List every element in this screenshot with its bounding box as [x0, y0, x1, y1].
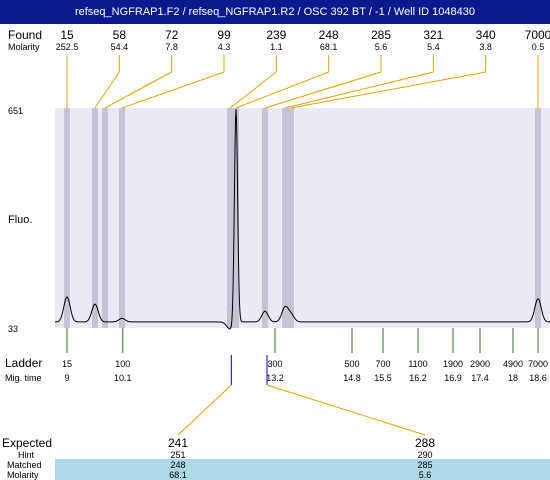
ladder-mig-time: 14.8 [343, 373, 361, 383]
found-size: 72 [165, 28, 179, 42]
ladder-size: 15 [62, 359, 72, 369]
found-molarity: 5.4 [427, 42, 440, 52]
found-molarity: 5.6 [375, 42, 388, 52]
found-size: 285 [371, 28, 391, 42]
ladder-mig-time: 15.5 [374, 373, 392, 383]
ladder-ticks: 15 9 100 10.1 300 13.2 500 14.8 700 15.5 1100 16.2 1… [62, 328, 548, 383]
found-molarity: 68.1 [320, 42, 338, 52]
found-connector [104, 71, 172, 109]
peak-band [282, 108, 288, 328]
ladder-label: Ladder [5, 356, 42, 370]
found-size: 99 [217, 28, 231, 42]
expected-connector [177, 384, 232, 436]
found-connector [121, 71, 225, 109]
found-peak-labels: 15252.55854.4727.8994.32391.124868.12855… [56, 28, 550, 52]
found-connector [229, 71, 277, 109]
expected-hint: 290 [417, 450, 432, 460]
found-molarity: 252.5 [56, 42, 79, 52]
peak-band [119, 108, 125, 328]
peak-bands [64, 108, 541, 328]
found-label: Found [8, 28, 42, 42]
ladder-size: 1100 [408, 359, 427, 369]
found-size: 58 [113, 28, 127, 42]
found-connector [284, 71, 434, 109]
window-title: refseq_NGFRAP1.F2 / refseq_NGFRAP1.R2 / … [74, 6, 476, 18]
found-size: 15 [60, 28, 74, 42]
peak-band [262, 108, 268, 328]
ladder-mig-time: 18.6 [529, 373, 547, 383]
ladder-size: 100 [115, 359, 130, 369]
ladder-mig-time: 17.4 [471, 373, 489, 383]
found-molarity: 3.8 [479, 42, 492, 52]
found-size: 239 [266, 28, 286, 42]
ladder-mig-time: 9 [64, 373, 69, 383]
fluorescence-trace [55, 109, 550, 330]
found-size: 248 [319, 28, 339, 42]
ladder-mig-time: 10.1 [114, 373, 132, 383]
found-size: 340 [476, 28, 496, 42]
ladder-mig-time: 16.9 [444, 373, 462, 383]
expected-connectors [177, 355, 426, 436]
ladder-size: 500 [344, 359, 359, 369]
ladder-size: 4900 [503, 359, 523, 369]
ladder-size: 7000 [528, 359, 548, 369]
molarity-row-bg [55, 469, 550, 480]
window-title-bar: refseq_NGFRAP1.F2 / refseq_NGFRAP1.R2 / … [0, 0, 550, 24]
matched-row-bg [55, 459, 550, 469]
hint-label: Hint [18, 450, 35, 460]
ladder-size: 1900 [443, 359, 463, 369]
expected-hint: 251 [170, 450, 185, 460]
found-connector [290, 71, 486, 109]
found-size: 7000 [525, 28, 550, 42]
expected-molarity: 68.1 [169, 470, 187, 480]
found-connector [94, 71, 120, 109]
fluo-label: Fluo. [8, 214, 32, 226]
peak-band [102, 108, 108, 328]
found-molarity: 0.5 [532, 42, 545, 52]
molarity-bottom-label: Molarity [7, 470, 39, 480]
y-axis-min-label: 33 [8, 324, 18, 334]
y-axis-max-label: 651 [8, 106, 23, 116]
expected-size: 288 [415, 436, 435, 450]
found-molarity: 1.1 [270, 42, 283, 52]
found-molarity: 4.3 [218, 42, 231, 52]
found-connector [264, 71, 382, 109]
molarity-label: Molarity [8, 42, 40, 52]
expected-matched: 248 [170, 460, 185, 470]
ladder-mig-time: 16.2 [409, 373, 427, 383]
matched-label: Matched [7, 460, 42, 470]
plot-area [55, 108, 550, 328]
found-molarity: 54.4 [111, 42, 129, 52]
ladder-mig-time: 18 [508, 373, 518, 383]
ladder-size: 700 [375, 359, 390, 369]
ladder-size: 2900 [470, 359, 490, 369]
mig-time-label: Mig. time [5, 373, 42, 383]
expected-label: Expected [2, 436, 52, 450]
expected-size: 241 [168, 436, 188, 450]
peak-band [227, 108, 233, 328]
expected-molarity: 5.6 [419, 470, 432, 480]
peak-band [535, 108, 541, 328]
expected-matched: 285 [417, 460, 432, 470]
found-size: 321 [423, 28, 443, 42]
ladder-mig-time: 13.2 [266, 373, 284, 383]
peak-band [288, 108, 294, 328]
peak-band [92, 108, 98, 328]
ladder-size: 300 [267, 359, 282, 369]
peak-band [233, 108, 239, 328]
peak-band [64, 108, 70, 328]
expected-connector [266, 384, 426, 436]
found-connector [235, 71, 329, 109]
found-molarity: 7.8 [165, 42, 178, 52]
found-connectors [66, 55, 539, 109]
